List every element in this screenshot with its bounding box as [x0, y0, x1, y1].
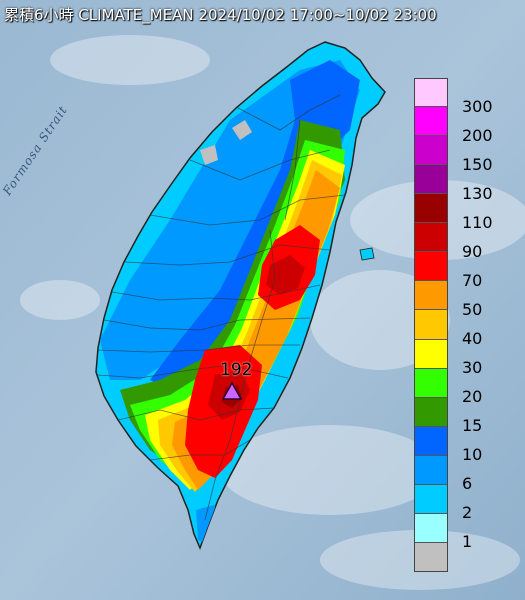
legend-swatch — [414, 455, 448, 485]
legend-label: 15 — [462, 416, 483, 436]
legend-swatch — [414, 426, 448, 456]
legend-label: 150 — [462, 154, 493, 174]
legend-swatch — [414, 78, 448, 108]
legend-item: 70 — [414, 252, 508, 290]
legend-item: 50 — [414, 281, 508, 319]
legend-swatch — [414, 368, 448, 398]
color-legend: 300 200 150 130 110 90 70 50 40 30 20 15 10 6 2 1 — [414, 78, 508, 572]
legend-item: 1 — [414, 513, 508, 551]
legend-swatch — [414, 513, 448, 543]
legend-label: 10 — [462, 445, 483, 465]
legend-item: 40 — [414, 310, 508, 348]
legend-item — [414, 542, 508, 572]
legend-item: 10 — [414, 426, 508, 464]
legend-item: 200 — [414, 107, 508, 145]
legend-label: 300 — [462, 96, 493, 116]
legend-item: 6 — [414, 455, 508, 493]
legend-swatch — [414, 165, 448, 195]
legend-label: 90 — [462, 241, 483, 261]
legend-item: 30 — [414, 339, 508, 377]
legend-item: 90 — [414, 223, 508, 261]
legend-swatch — [414, 542, 448, 572]
county-boundaries — [97, 94, 346, 521]
small-island — [359, 247, 375, 261]
legend-label: 2 — [462, 503, 473, 523]
legend-swatch — [414, 397, 448, 427]
legend-label: 20 — [462, 387, 483, 407]
legend-swatch — [414, 107, 448, 137]
legend-swatch — [414, 223, 448, 253]
max-triangle-icon — [222, 382, 242, 400]
legend-label: 1 — [462, 532, 473, 552]
max-value-label: 192 — [220, 360, 253, 380]
legend-label: 40 — [462, 329, 483, 349]
legend-swatch — [414, 136, 448, 166]
legend-label: 50 — [462, 300, 483, 319]
legend-item: 15 — [414, 397, 508, 435]
legend-label: 70 — [462, 270, 483, 290]
legend-item: 130 — [414, 165, 508, 203]
legend-swatch — [414, 281, 448, 311]
map-title: 累積6小時 CLIMATE_MEAN 2024/10/02 17:00~10/0… — [4, 6, 437, 24]
legend-item: 2 — [414, 484, 508, 522]
legend-label: 30 — [462, 358, 483, 378]
legend-swatch — [414, 252, 448, 282]
legend-swatch — [414, 339, 448, 369]
legend-item: 110 — [414, 194, 508, 232]
legend-swatch — [414, 484, 448, 514]
legend-item: 20 — [414, 368, 508, 406]
legend-swatch — [414, 194, 448, 224]
legend-item: 300 — [414, 78, 508, 116]
legend-item: 150 — [414, 136, 508, 174]
legend-label: 110 — [462, 212, 493, 232]
legend-label: 6 — [462, 474, 473, 494]
legend-swatch — [414, 310, 448, 340]
legend-label: 200 — [462, 125, 493, 145]
legend-label: 130 — [462, 183, 493, 203]
